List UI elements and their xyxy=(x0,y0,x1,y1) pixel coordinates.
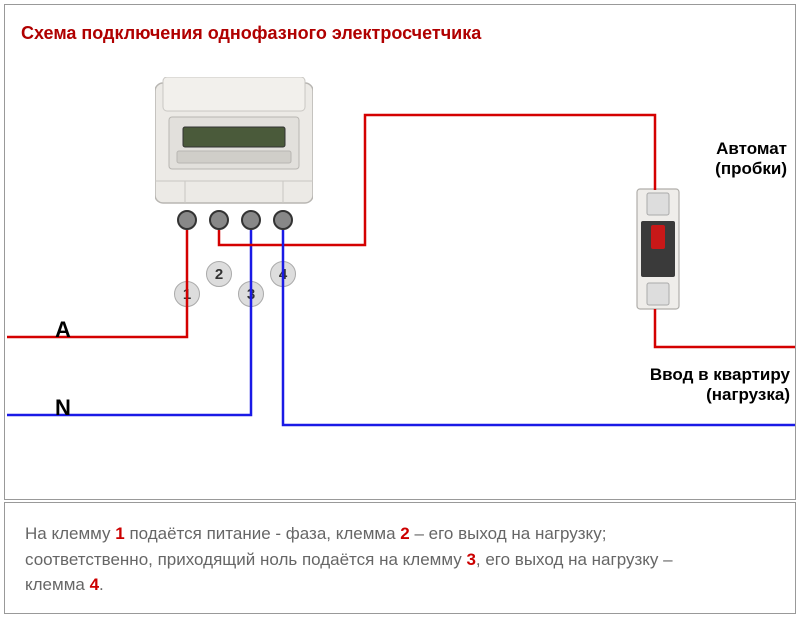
diagram-frame: Схема подключения однофазного электросче… xyxy=(4,4,796,500)
breaker-label-bottom: (пробки) xyxy=(687,159,787,179)
caption-text-6: клемма xyxy=(25,575,90,594)
caption-terminal-4: 4 xyxy=(90,575,99,594)
caption-text-7: . xyxy=(99,575,104,594)
caption-text-5: , его выход на нагрузку – xyxy=(476,550,673,569)
caption-terminal-3: 3 xyxy=(466,550,475,569)
caption-text-1: На клемму xyxy=(25,524,115,543)
caption-text-3: – его выход на нагрузку; xyxy=(410,524,607,543)
phase-label: A xyxy=(55,317,71,343)
caption-terminal-1: 1 xyxy=(115,524,124,543)
caption-frame: На клемму 1 подаётся питание - фаза, кле… xyxy=(4,502,796,614)
caption-text-4: соответственно, приходящий ноль подаётся… xyxy=(25,550,466,569)
wires xyxy=(5,5,797,501)
caption-text-2: подаётся питание - фаза, клемма xyxy=(125,524,401,543)
neutral-label: N xyxy=(55,395,71,421)
load-label-bottom: (нагрузка) xyxy=(625,385,790,405)
caption-terminal-2: 2 xyxy=(400,524,409,543)
breaker-label: Автомат (пробки) xyxy=(687,139,787,179)
load-label: Ввод в квартиру (нагрузка) xyxy=(625,365,790,405)
breaker-label-top: Автомат xyxy=(687,139,787,159)
load-label-top: Ввод в квартиру xyxy=(625,365,790,385)
